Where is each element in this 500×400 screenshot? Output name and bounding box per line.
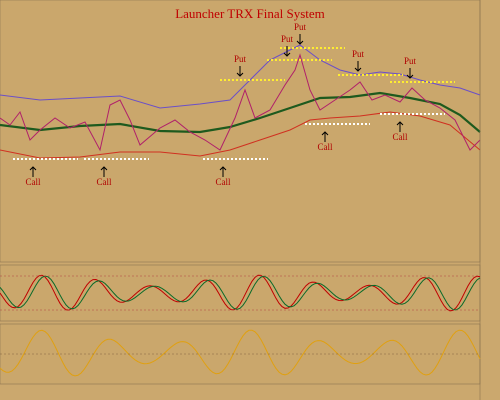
signal-arrow bbox=[100, 166, 108, 177]
signal-label: Call bbox=[26, 177, 41, 187]
signal-arrow bbox=[354, 61, 362, 72]
price-line bbox=[0, 53, 481, 152]
middle-line bbox=[0, 91, 481, 134]
chart-title: Launcher TRX Final System bbox=[175, 6, 325, 21]
signal-arrow bbox=[296, 34, 304, 45]
signal-arrow bbox=[283, 46, 291, 57]
signal-arrow bbox=[321, 131, 329, 142]
main-pane bbox=[0, 0, 481, 263]
signal-label: Put bbox=[281, 34, 294, 44]
signal-arrow bbox=[406, 68, 414, 79]
trend-indicator bbox=[0, 329, 481, 377]
signal-label: Call bbox=[97, 177, 112, 187]
signal-label: Call bbox=[216, 177, 231, 187]
signal-label: Call bbox=[393, 132, 408, 142]
signal-label: Put bbox=[352, 49, 365, 59]
stochastic-signal bbox=[0, 275, 481, 311]
signal-arrow bbox=[236, 66, 244, 77]
signal-arrow bbox=[396, 121, 404, 132]
signal-label: Put bbox=[294, 22, 307, 32]
signal-label: Put bbox=[404, 56, 417, 66]
stochastic-pane bbox=[0, 264, 481, 322]
signal-label: Put bbox=[234, 54, 247, 64]
upper-band bbox=[0, 44, 481, 109]
signal-label: Call bbox=[318, 142, 333, 152]
signal-arrow bbox=[29, 166, 37, 177]
signal-arrow bbox=[219, 166, 227, 177]
